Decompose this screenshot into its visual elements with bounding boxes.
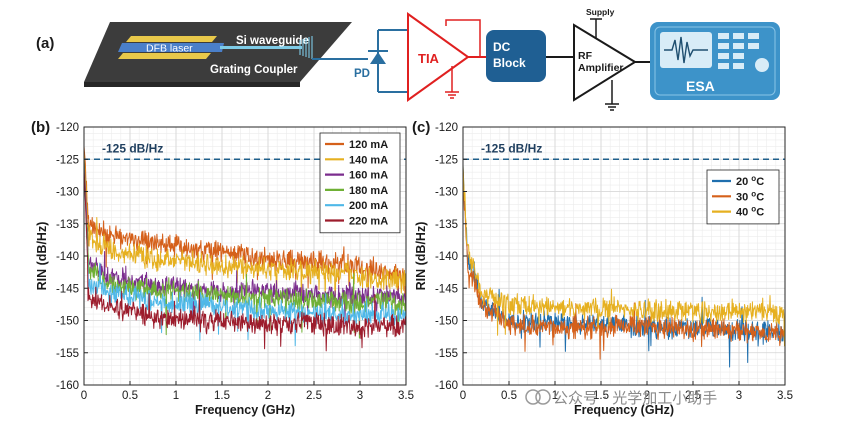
y-axis-title: RIN (dB/Hz)	[414, 222, 428, 291]
series-line-200-ma	[83, 165, 407, 347]
dc-block-box	[486, 30, 546, 82]
chart-c: -125 dB/Hz 0 0.5 1 1.5 2 2.5 3 3.5 -160 -155 -150 -1…	[414, 122, 793, 417]
y-tick-label: -130	[435, 187, 458, 199]
watermark-text: 公众号 · 光学加工小助手	[553, 389, 717, 407]
legend-label: 20 oC	[736, 174, 764, 188]
x-tick-label: 2.5	[306, 390, 322, 402]
dfb-upper-electrode	[126, 36, 217, 42]
legend-degree-sup: o	[751, 174, 756, 183]
y-tick-label: -120	[435, 122, 458, 134]
series-line-180-ma	[83, 159, 407, 339]
legend-label: 180 mA	[349, 185, 388, 197]
legend: 120 mA 140 mA 160 mA 180 mA 200 mA 220 mA	[319, 132, 401, 234]
y-tick-label: -145	[56, 283, 79, 295]
x-tick-label: 2	[644, 390, 650, 402]
y-tick-label: -160	[56, 380, 79, 392]
y-tick-label: -135	[435, 219, 458, 231]
reference-line-label: -125 dB/Hz	[102, 141, 163, 155]
y-tick-label: -150	[56, 316, 79, 328]
x-tick-label: 3	[736, 390, 742, 402]
supply-label: Supply	[586, 7, 615, 17]
x-axis-title: Frequency (GHz)	[574, 403, 674, 417]
si-waveguide-label: Si waveguide	[236, 35, 309, 47]
y-tick-label: -155	[56, 348, 79, 360]
dc-block-label-line1: DC	[493, 40, 511, 54]
y-tick-label: -135	[56, 219, 79, 231]
x-tick-label: 2	[265, 390, 271, 402]
dfb-laser-stripe	[118, 43, 224, 52]
y-tick-label: -125	[435, 154, 458, 166]
y-tick-label: -140	[56, 251, 79, 263]
dfb-lower-electrode	[118, 53, 211, 59]
y-tick-label: -120	[56, 122, 79, 134]
legend-unit: C	[756, 176, 764, 188]
esa-instrument-icon	[650, 22, 780, 100]
series-line-220-ma	[83, 165, 407, 352]
y-tick-label: -155	[435, 348, 458, 360]
grating-coupler-icon	[299, 36, 313, 59]
legend-box	[319, 132, 401, 234]
x-tick-label: 1	[173, 390, 179, 402]
y-tick-label: -130	[56, 187, 79, 199]
legend-label: 40 oC	[736, 205, 764, 219]
x-tick-label: 0	[460, 390, 466, 402]
chip-edge	[84, 82, 300, 87]
dfb-laser-label: DFB laser	[146, 43, 193, 55]
x-tick-label: 3.5	[777, 390, 793, 402]
legend-label: 30 oC	[736, 189, 764, 203]
series-line-30	[462, 168, 786, 360]
tia-label: TIA	[418, 51, 440, 66]
y-tick-label: -140	[435, 251, 458, 263]
x-tick-label: 3	[357, 390, 363, 402]
rf-amplifier-label-line2: Amplifier	[578, 62, 624, 74]
x-tick-label: 2.5	[685, 390, 701, 402]
y-tick-label: -145	[435, 283, 458, 295]
x-tick-label: 0	[81, 390, 87, 402]
watermark: 公众号 · 光学加工小助手	[525, 389, 717, 407]
series-line-40	[462, 165, 786, 347]
rf-amplifier-icon	[573, 18, 650, 111]
setup-diagram: (a) DFB laser Si waveguide Grating Coupl…	[36, 7, 780, 111]
chart-b: -125 dB/Hz 0 0.5 1 1.5 2 2.5 3 3.5 -160 -155 -150 -1…	[35, 122, 414, 417]
x-tick-label: 0.5	[501, 390, 517, 402]
tia-amplifier-icon	[407, 12, 486, 102]
legend-label: 140 mA	[349, 154, 388, 166]
legend-unit: C	[756, 191, 764, 203]
panel-label-c: (c)	[412, 119, 430, 136]
x-tick-label: 3.5	[398, 390, 414, 402]
x-tick-label: 1.5	[593, 390, 609, 402]
esa-label: ESA	[686, 78, 715, 94]
x-axis-title: Frequency (GHz)	[195, 403, 295, 417]
x-tick-label: 0.5	[122, 390, 138, 402]
reference-line-label: -125 dB/Hz	[481, 141, 542, 155]
grid	[462, 126, 786, 386]
dc-block-label-line2: Block	[493, 56, 526, 70]
y-tick-label: -150	[435, 316, 458, 328]
legend-unit: C	[756, 207, 764, 219]
pd-label: PD	[354, 68, 370, 80]
x-tick-label: 1.5	[214, 390, 230, 402]
legend-label: 200 mA	[349, 200, 388, 212]
legend-degree-sup: o	[751, 205, 756, 214]
photodiode-icon	[368, 29, 409, 93]
legend-label: 120 mA	[349, 139, 388, 151]
legend-label: 160 mA	[349, 170, 388, 182]
series-line-140-ma	[83, 152, 407, 310]
legend-label: 220 mA	[349, 216, 388, 228]
x-tick-label: 1	[552, 390, 558, 402]
panel-label-a: (a)	[36, 35, 54, 52]
y-axis-title: RIN (dB/Hz)	[35, 222, 49, 291]
legend-degree-sup: o	[751, 189, 756, 198]
panel-label-b: (b)	[31, 119, 50, 136]
grating-coupler-label: Grating Coupler	[210, 64, 298, 76]
rf-amplifier-label-line1: RF	[578, 50, 593, 62]
y-tick-label: -125	[56, 154, 79, 166]
y-tick-label: -160	[435, 380, 458, 392]
